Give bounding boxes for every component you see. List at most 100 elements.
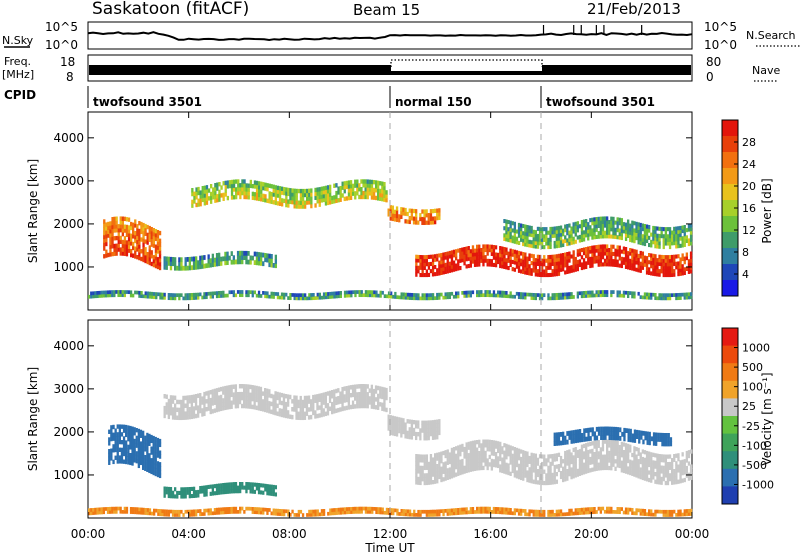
echo-cell — [608, 443, 611, 448]
echo-cell — [582, 462, 586, 467]
echo-cell — [284, 409, 288, 415]
echo-cell — [622, 468, 626, 474]
echo-cell — [503, 469, 506, 474]
echo-cell — [631, 252, 634, 257]
echo-cell — [333, 195, 336, 200]
colorbar-frame — [721, 327, 739, 505]
echo-cell — [299, 188, 303, 194]
echo-cell — [276, 395, 279, 401]
echo-cell — [245, 259, 248, 265]
echo-cell — [282, 393, 286, 398]
echo-cell — [366, 396, 369, 401]
echo-cell — [574, 434, 578, 439]
echo-cell — [547, 477, 550, 482]
echo-cell — [180, 261, 183, 267]
echo-cell — [358, 403, 361, 409]
echo-cell — [222, 510, 225, 515]
echo-cell — [465, 250, 468, 255]
echo-cell — [612, 431, 616, 436]
echo-cell — [452, 294, 456, 299]
echo-cell — [629, 428, 632, 434]
echo-cell — [507, 234, 510, 239]
echo-cell — [351, 404, 355, 409]
echo-cell — [184, 415, 187, 420]
echo-cell — [538, 454, 542, 459]
echo-cell — [568, 292, 571, 296]
echo-cell — [442, 512, 445, 517]
echo-cell — [509, 456, 512, 461]
echo-cell — [436, 212, 439, 217]
echo-cell — [115, 228, 118, 233]
echo-cell — [461, 458, 464, 464]
echo-cell — [176, 399, 179, 405]
echo-cell — [138, 228, 141, 234]
echo-cell — [580, 452, 584, 457]
echo-cell — [450, 451, 454, 456]
echo-cell — [444, 450, 447, 455]
echo-cell — [511, 465, 514, 470]
echo-cell — [115, 251, 118, 256]
echo-cell — [666, 237, 670, 242]
echo-cell — [234, 506, 238, 511]
echo-cell — [400, 512, 403, 516]
echo-cell — [601, 290, 605, 294]
echo-cell — [188, 490, 192, 495]
echo-cell — [121, 510, 124, 514]
echo-cell — [601, 251, 605, 256]
echo-cell — [316, 402, 319, 407]
echo-cell — [159, 512, 162, 517]
echo-cell — [478, 262, 481, 267]
echo-cell — [211, 409, 214, 414]
echo-cell — [293, 204, 296, 209]
echo-cell — [595, 255, 598, 260]
echo-cell — [585, 443, 588, 448]
echo-cell — [633, 221, 636, 226]
echo-cell — [203, 403, 206, 409]
echo-cell — [482, 509, 485, 514]
echo-cell — [142, 446, 145, 451]
echo-cell — [683, 242, 686, 247]
echo-cell — [551, 457, 554, 462]
echo-cell — [689, 241, 693, 246]
echo-cell — [627, 510, 630, 515]
echo-cell — [484, 248, 487, 253]
echo-cell — [425, 509, 429, 514]
echo-cell — [492, 462, 496, 468]
echo-cell — [534, 272, 538, 277]
echo-cell — [440, 253, 443, 258]
echo-cell — [557, 296, 561, 300]
echo-cell — [633, 453, 636, 458]
echo-cell — [643, 262, 647, 267]
echo-cell — [251, 184, 255, 189]
echo-cell — [687, 269, 691, 274]
echo-cell — [234, 293, 238, 298]
echo-cell — [167, 490, 171, 495]
echo-cell — [297, 204, 301, 209]
echo-cell — [520, 460, 523, 465]
echo-cell — [616, 507, 619, 511]
echo-cell — [431, 268, 435, 273]
echo-cell — [318, 393, 321, 399]
echo-cell — [591, 232, 594, 237]
echo-cell — [408, 292, 412, 297]
echo-cell — [603, 509, 607, 514]
echo-cell — [624, 257, 628, 262]
echo-cell — [503, 247, 506, 252]
echo-cell — [220, 490, 223, 495]
echo-cell — [517, 222, 521, 227]
echo-cell — [431, 427, 435, 433]
echo-cell — [215, 257, 219, 263]
echo-cell — [589, 468, 592, 473]
echo-cell — [536, 513, 540, 517]
echo-cell — [417, 465, 420, 470]
echo-cell — [660, 469, 663, 474]
echo-cell — [459, 507, 462, 512]
echo-cell — [564, 469, 567, 474]
echo-cell — [356, 400, 359, 405]
echo-cell — [201, 400, 204, 405]
echo-cell — [398, 214, 401, 219]
echo-cell — [88, 511, 91, 516]
echo-cell — [603, 248, 607, 253]
echo-cell — [118, 455, 122, 460]
echo-cell — [564, 256, 567, 261]
